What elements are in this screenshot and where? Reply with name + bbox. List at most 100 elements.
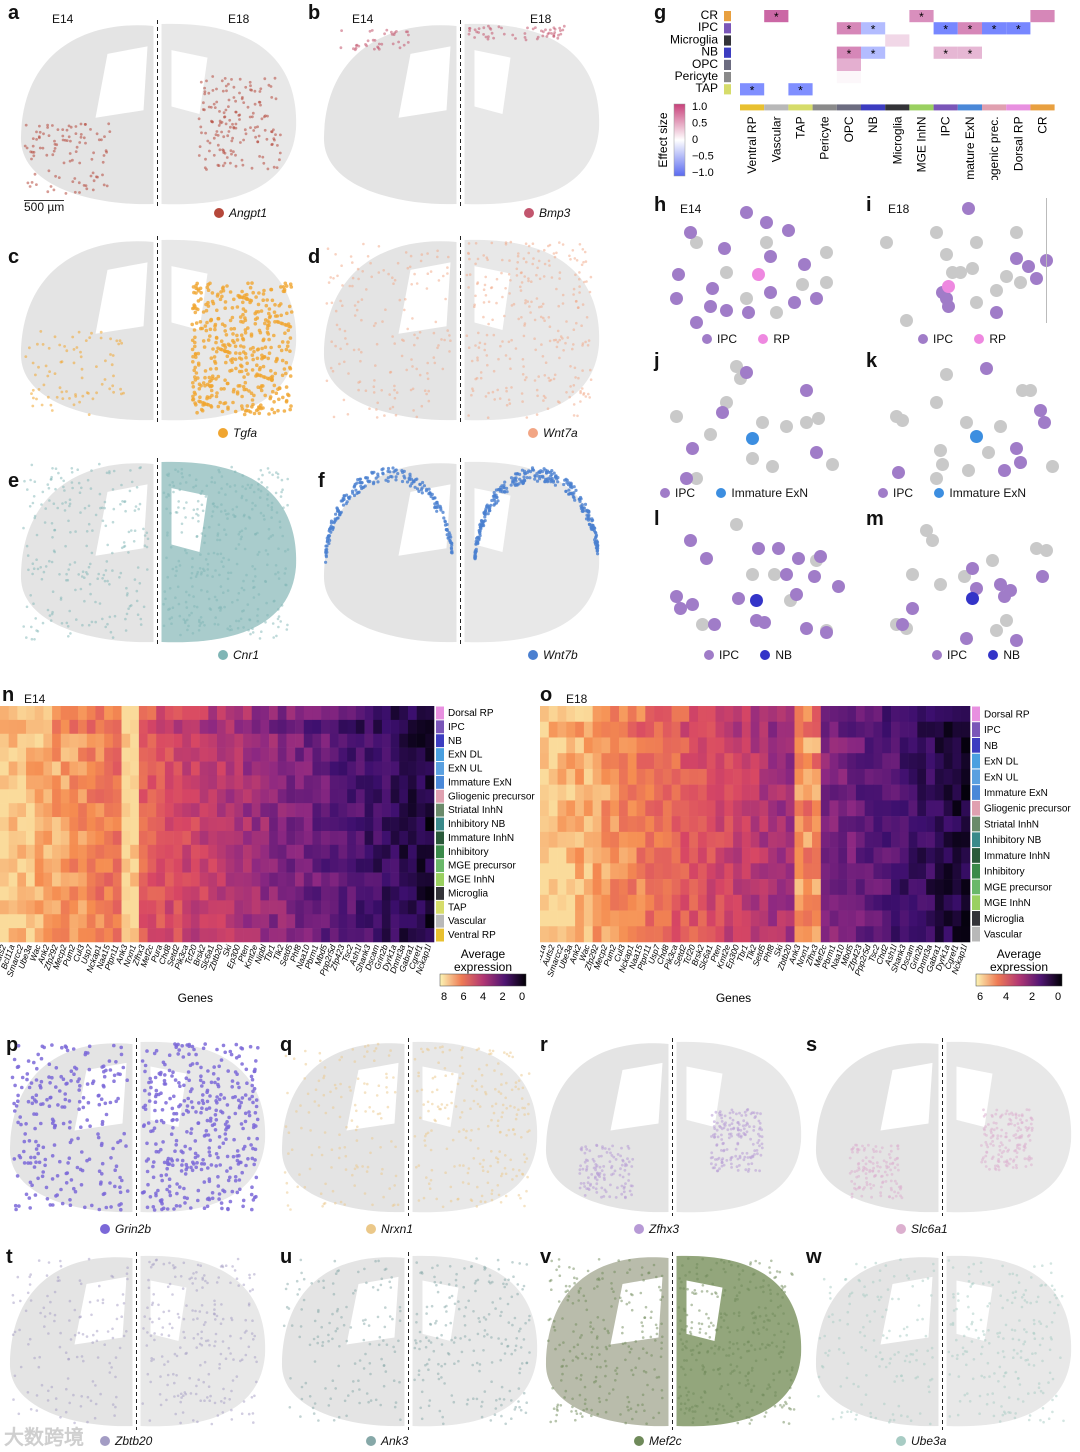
heatmap-cell	[8, 900, 18, 915]
expression-spot	[196, 1188, 201, 1193]
expression-spot	[35, 1066, 39, 1071]
expression-spot	[580, 263, 584, 267]
expression-spot	[237, 592, 241, 595]
row-color-swatch	[436, 914, 444, 928]
expression-spot	[484, 275, 487, 279]
expression-spot	[22, 1139, 27, 1144]
heatmap-cell	[0, 858, 9, 873]
expression-spot	[425, 392, 428, 396]
heatmap-cell	[173, 803, 183, 818]
expression-spot	[288, 282, 293, 286]
heatmap-cell	[43, 817, 53, 832]
heatmap-cell	[926, 926, 936, 943]
heatmap-cell	[329, 761, 339, 776]
heatmap-cell	[225, 914, 235, 929]
expression-spot	[272, 128, 275, 132]
heatmap-cell	[838, 784, 848, 801]
expression-spot	[331, 528, 335, 532]
expression-spot	[193, 365, 197, 370]
heatmap-cell	[34, 914, 44, 929]
panel-j-legend-label-1: IPC	[675, 486, 696, 500]
expression-spot	[285, 583, 288, 587]
right-ventricle	[474, 488, 511, 552]
expression-spot	[203, 383, 207, 388]
expression-spot	[199, 616, 203, 619]
heatmap-cell	[329, 775, 339, 790]
heatmap-cell	[277, 817, 287, 832]
expression-spot	[224, 1137, 228, 1141]
expression-spot	[79, 587, 83, 591]
expression-spot	[199, 80, 203, 84]
heatmap-cell	[689, 721, 699, 738]
heatmap-cell	[399, 830, 409, 846]
expression-spot	[25, 636, 28, 639]
heatmap-cell	[908, 784, 918, 801]
heatmap-cell	[829, 831, 839, 848]
heatmap-cell	[829, 926, 839, 943]
expression-spot	[79, 1125, 83, 1129]
heatmap-cell	[794, 879, 804, 896]
heatmap-cell	[768, 894, 778, 911]
heatmap-cell	[750, 926, 760, 943]
heatmap-cell	[697, 863, 708, 880]
neighbor-cell-other	[812, 412, 825, 425]
expression-spot	[186, 628, 189, 632]
heatmap-cell	[943, 721, 953, 738]
heatmap-cell	[416, 886, 426, 901]
heatmap-cell	[321, 761, 331, 776]
heatmap-cell	[260, 830, 270, 846]
heatmap-cell	[838, 863, 848, 880]
expression-spot	[84, 184, 88, 188]
expression-spot	[208, 367, 213, 371]
heatmap-cell	[78, 886, 88, 901]
heatmap-cell	[121, 761, 131, 776]
expression-spot	[111, 551, 114, 555]
col-color-swatch	[957, 104, 982, 111]
heatmap-cell	[182, 789, 192, 804]
heatmap-cell	[601, 800, 611, 817]
expression-spot	[356, 478, 360, 482]
expression-spot	[53, 139, 56, 143]
neighbor-cell-other	[690, 236, 703, 249]
heatmap-cell	[373, 858, 383, 873]
expression-spot	[376, 401, 379, 405]
expression-spot	[203, 86, 207, 90]
expression-spot	[96, 1132, 100, 1136]
heatmap-cell	[112, 844, 122, 859]
heatmap-cell	[26, 900, 36, 915]
heatmap-cell	[329, 872, 339, 887]
expression-spot	[120, 1178, 124, 1183]
heatmap-cell	[733, 926, 743, 943]
expression-spot	[190, 347, 195, 352]
heatmap-cell	[234, 747, 244, 762]
expression-spot	[216, 1084, 221, 1089]
heatmap-cell	[338, 886, 348, 901]
effect-cell	[885, 34, 910, 47]
expression-spot	[525, 476, 529, 480]
expression-spot	[71, 1047, 76, 1051]
heatmap-cell	[803, 879, 813, 896]
heatmap-cell	[917, 926, 927, 943]
heatmap-cell	[636, 894, 646, 911]
expression-spot	[206, 1069, 210, 1073]
expression-spot	[81, 1095, 86, 1100]
heatmap-cell	[347, 706, 357, 721]
heatmap-cell	[733, 879, 743, 896]
expression-spot	[505, 389, 508, 393]
expression-spot	[221, 164, 225, 168]
expression-spot	[549, 474, 553, 478]
expression-spot	[572, 496, 576, 500]
expression-spot	[178, 488, 182, 492]
heatmap-cell	[130, 775, 140, 790]
heatmap-cell	[95, 914, 105, 929]
expression-spot	[411, 317, 414, 320]
expression-spot	[584, 517, 589, 521]
heatmap-cell	[583, 784, 593, 801]
expression-spot	[70, 471, 74, 474]
heatmap-cell	[575, 706, 585, 723]
heatmap-cell	[803, 894, 813, 911]
expression-spot	[33, 480, 37, 483]
expression-spot	[69, 125, 73, 129]
heatmap-cell	[60, 803, 70, 818]
heatmap-cell	[173, 872, 183, 887]
